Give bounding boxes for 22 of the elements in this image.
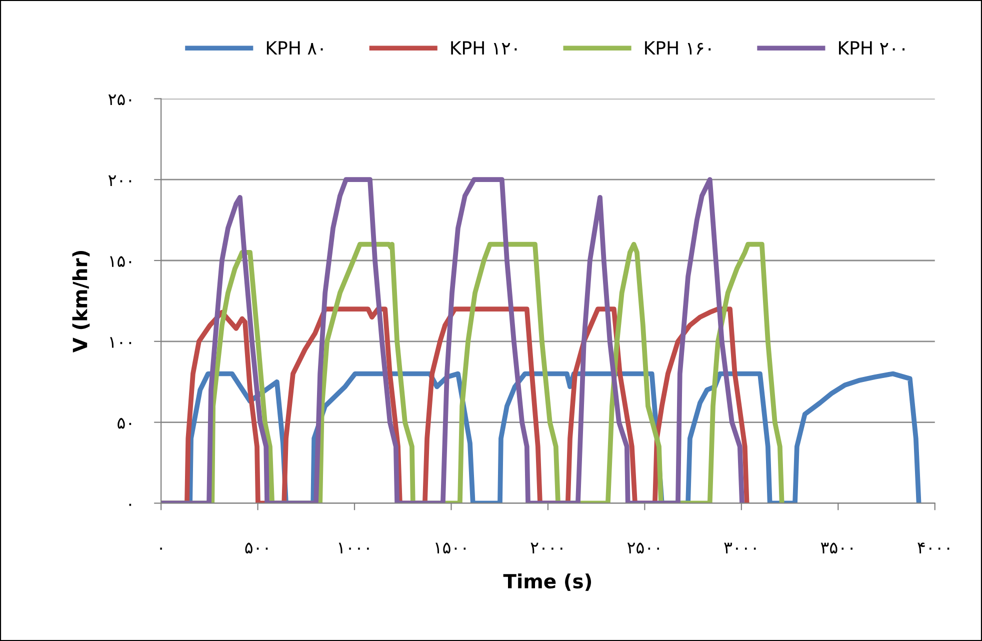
x-tick-label: ۱۵۰۰: [436, 542, 466, 554]
x-axis-title: Time (s): [503, 573, 592, 591]
line-series: [161, 177, 744, 504]
y-tick-label: ۰: [129, 504, 132, 506]
x-tick-label: ۳۰۰۰: [724, 542, 756, 554]
x-tick-label: ۲۵۰۰: [627, 542, 660, 554]
y-tick-label: ۱۰۰: [110, 337, 132, 348]
x-tick-label: ۲۰۰۰: [530, 542, 562, 554]
x-tick-label: ۱۰۰۰: [338, 542, 369, 554]
y-tick-label: ۲۵۰: [108, 94, 132, 106]
legend-label: KPH ۱۲۰: [451, 41, 517, 54]
y-tick-label: ۱۵۰: [110, 256, 132, 267]
y-axis-title: V (km/hr): [72, 250, 90, 353]
x-tick-label: ۳۵۰۰: [820, 542, 852, 554]
legend-label: KPH ۸۰: [266, 41, 323, 54]
x-tick-label: ۵۰۰: [245, 542, 268, 554]
y-tick-label: ۲۰۰: [108, 175, 132, 186]
x-tick-label: ۴۰۰۰: [918, 542, 950, 554]
x-tick-label: ۰: [160, 548, 162, 550]
legend-label: KPH ۲۰۰: [839, 41, 904, 54]
y-tick-label: ۵۰: [118, 418, 132, 429]
legend-label: KPH ۱۶۰: [645, 41, 711, 54]
